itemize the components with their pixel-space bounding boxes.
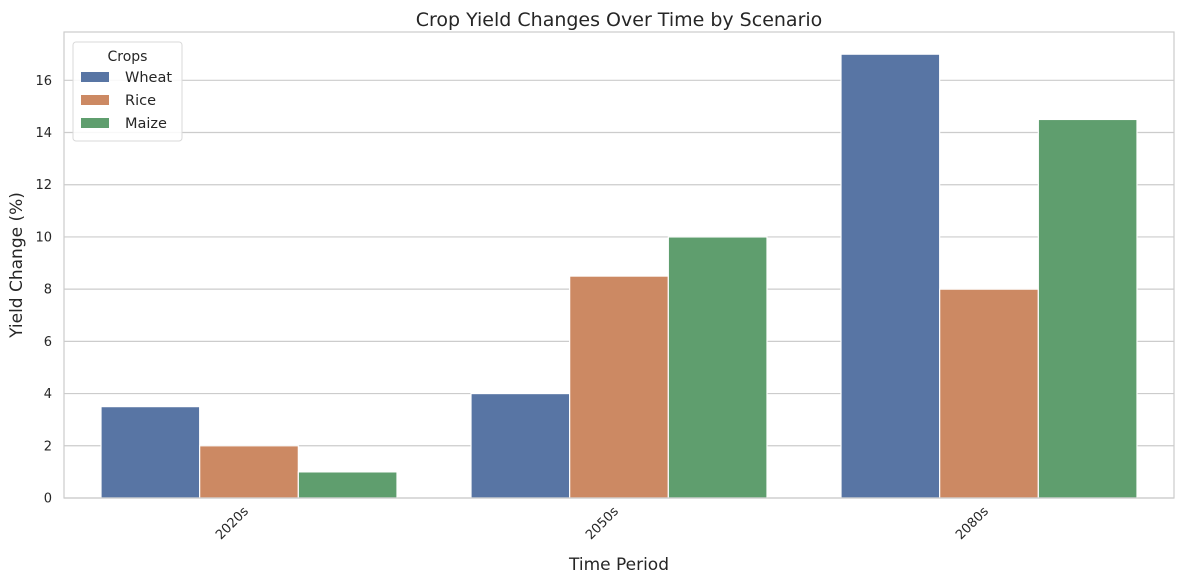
y-tick-label: 0 xyxy=(44,492,52,507)
chart-title: Crop Yield Changes Over Time by Scenario xyxy=(416,9,823,31)
bar-maize-2020s xyxy=(297,471,398,499)
y-tick-label: 4 xyxy=(44,387,52,402)
legend-label-wheat: Wheat xyxy=(125,70,172,86)
legend-swatch-wheat xyxy=(81,72,109,82)
legend-title: Crops xyxy=(108,49,148,65)
y-tick-label: 16 xyxy=(35,74,52,89)
x-tick-label: 2080s xyxy=(953,504,992,543)
legend-swatch-rice xyxy=(81,95,109,105)
bar-rice-2080s xyxy=(939,288,1039,499)
y-tick-label: 14 xyxy=(35,126,52,141)
bar-wheat-2050s xyxy=(470,392,571,499)
y-axis-label: Yield Change (%) xyxy=(7,192,27,339)
y-tick-label: 10 xyxy=(35,230,52,245)
y-tick-labels: 0 2 4 6 8 10 12 14 16 xyxy=(35,74,52,507)
legend-label-maize: Maize xyxy=(125,116,167,132)
x-tick-label: 2050s xyxy=(583,504,622,543)
bars xyxy=(100,53,1138,499)
y-tick-label: 8 xyxy=(44,283,52,298)
y-tick-label: 2 xyxy=(44,439,52,454)
bar-rice-2020s xyxy=(199,445,299,499)
legend-label-rice: Rice xyxy=(125,93,156,109)
bar-wheat-2020s xyxy=(100,406,201,499)
x-tick-labels: 2020s 2050s 2080s xyxy=(213,504,992,543)
legend-box xyxy=(72,41,183,142)
y-tick-label: 6 xyxy=(44,335,52,350)
bar-wheat-2080s xyxy=(840,53,941,499)
plot-frame xyxy=(63,31,1175,499)
x-axis-label: Time Period xyxy=(568,555,669,575)
bar-rice-2050s xyxy=(569,275,669,499)
bar-maize-2050s xyxy=(667,236,768,499)
bar-maize-2080s xyxy=(1037,118,1138,499)
legend: Crops Wheat Rice Maize xyxy=(72,41,183,142)
x-tick-label: 2020s xyxy=(213,504,252,543)
legend-swatch-maize xyxy=(81,118,109,128)
y-tick-label: 12 xyxy=(35,178,52,193)
